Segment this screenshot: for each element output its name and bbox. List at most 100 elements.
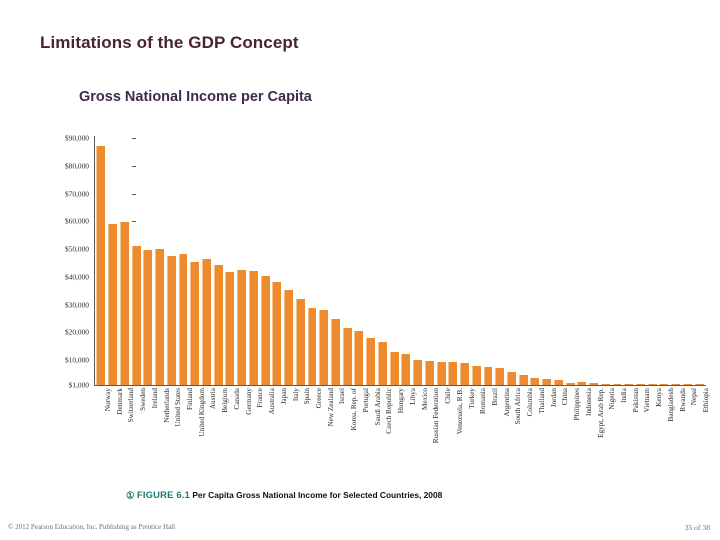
y-axis-tick-label: $80,000	[64, 161, 89, 171]
x-axis-tick-label: Philippines	[573, 388, 582, 421]
x-axis-tick-label: Germany	[244, 388, 253, 415]
y-axis-tick-label: $50,000	[64, 244, 89, 254]
x-axis-tick-label: Austria	[209, 388, 218, 410]
x-axis-tick-label: Columbia	[526, 388, 535, 417]
figure-caption-text: Per Capita Gross National Income for Sel…	[192, 490, 443, 500]
chart-bar	[237, 270, 247, 385]
x-axis-tick-label: Switzerland	[127, 388, 136, 423]
y-axis-tick-label: $30,000	[64, 300, 89, 310]
chart-bar	[471, 365, 481, 385]
copyright-notice: © 2012 Pearson Education, Inc. Publishin…	[8, 523, 176, 531]
y-axis-tick-label: $20,000	[64, 327, 89, 337]
x-axis-tick-label: Saudi Arabia	[373, 388, 382, 426]
x-axis-tick-label: Netherlands	[162, 388, 171, 423]
chart-bar	[694, 384, 704, 385]
chart-bar	[342, 328, 352, 385]
x-axis-tick-label: Ethiopia	[702, 388, 711, 413]
x-axis-tick-label: Australia	[268, 388, 277, 415]
chart-bar	[366, 338, 376, 385]
x-axis-tick-label: United States	[174, 388, 183, 427]
x-axis-tick-label: United Kingdom	[197, 388, 206, 437]
chart-bar	[413, 360, 423, 385]
chart-bar	[108, 223, 118, 385]
x-axis-tick-label: Venezuela, R.B.	[455, 388, 464, 435]
chart-bar	[272, 281, 282, 385]
chart-bar	[319, 310, 329, 385]
x-axis-tick-label: Argentina	[502, 388, 511, 417]
chart-bar	[307, 308, 317, 385]
x-axis-tick-label: India	[620, 388, 629, 403]
chart-bar	[636, 384, 645, 385]
x-axis-tick-label: Sweden	[139, 388, 148, 411]
chart-bar	[436, 361, 446, 385]
x-axis-tick-label: Nigeria	[608, 388, 617, 410]
chart-bar	[600, 384, 610, 385]
y-axis-tick-label: $40,000	[64, 272, 89, 282]
x-axis-tick-label: China	[561, 388, 570, 406]
chart-bar	[190, 261, 200, 385]
x-axis-tick-label: Mexico	[420, 388, 429, 410]
chart-bar	[143, 250, 153, 385]
y-axis-tick-mark	[132, 165, 136, 167]
x-axis-tick-label: Libya	[408, 388, 417, 405]
x-axis-tick-label: Brazil	[490, 388, 499, 406]
y-axis-tick-label: $70,000	[64, 189, 89, 198]
chart-bar	[331, 319, 340, 385]
chart-title: Gross National Income per Capita	[79, 89, 312, 105]
x-axis-tick-label: Canada	[232, 388, 241, 410]
y-axis-tick-label: $60,000	[64, 216, 89, 226]
chart-bar	[131, 246, 141, 385]
x-axis-tick-label: Ireland	[150, 388, 159, 409]
x-axis-tick-label: Denmark	[115, 388, 124, 415]
chart-bar	[389, 352, 399, 385]
chart-bar	[647, 384, 657, 385]
figure-marker-icon: ①	[126, 490, 135, 502]
y-axis-tick-label: $10,000	[64, 355, 89, 365]
x-axis-tick-label: Portugal	[361, 388, 370, 413]
chart-bar	[518, 374, 528, 385]
chart-bar	[624, 384, 634, 385]
chart-bar	[424, 361, 434, 385]
chart-bar	[377, 341, 387, 385]
chart-bar	[248, 270, 258, 385]
x-axis-tick-label: Chile	[444, 388, 453, 404]
chart-bar	[96, 146, 106, 385]
chart-bar	[506, 371, 516, 385]
x-axis-tick-label: Nepal	[690, 388, 699, 406]
x-axis-tick-label: South Africa	[514, 388, 523, 425]
chart-bar	[483, 367, 493, 385]
x-axis-tick-label: France	[256, 388, 265, 408]
chart-bar	[119, 221, 129, 385]
chart-bar	[553, 379, 563, 385]
x-axis-tick-label: Japan	[279, 388, 288, 405]
chart-bar	[530, 377, 540, 385]
chart-bar	[295, 299, 305, 385]
chart-bar	[401, 354, 411, 385]
chart-container: U.S. dollars $90,000$80,000$70,000$60,00…	[0, 122, 720, 444]
x-axis-tick-label: Bangladesh	[666, 388, 675, 422]
bar-plot-area	[95, 122, 705, 385]
x-axis-tick-label: Spain	[303, 388, 312, 405]
x-axis-tick-label: Jordan	[549, 388, 558, 408]
figure-caption: ① FIGURE 6.1 Per Capita Gross National I…	[126, 489, 442, 502]
x-axis-tick-label: Pakistan	[631, 388, 640, 413]
x-axis-tick-label: Finland	[185, 388, 194, 410]
chart-bar	[460, 362, 469, 385]
chart-bar	[542, 378, 552, 385]
y-axis-tick-mark	[132, 193, 136, 195]
x-axis-tick-label: Indonesia	[584, 388, 593, 416]
page-title: Limitations of the GDP Concept	[40, 33, 299, 52]
chart-bar	[225, 271, 235, 385]
chart-bar	[166, 255, 176, 385]
x-axis-tick-label: Israel	[338, 388, 347, 404]
x-axis-tick-label: Czech Republic	[385, 388, 394, 434]
chart-bar	[213, 264, 223, 385]
chart-bar	[589, 382, 598, 385]
chart-bar	[671, 384, 681, 385]
y-axis-tick-label: $90,000	[64, 133, 89, 143]
chart-bar	[612, 384, 622, 385]
chart-bar	[284, 289, 293, 385]
chart-bar	[155, 248, 164, 385]
x-axis-tick-label: Italy	[291, 388, 300, 402]
